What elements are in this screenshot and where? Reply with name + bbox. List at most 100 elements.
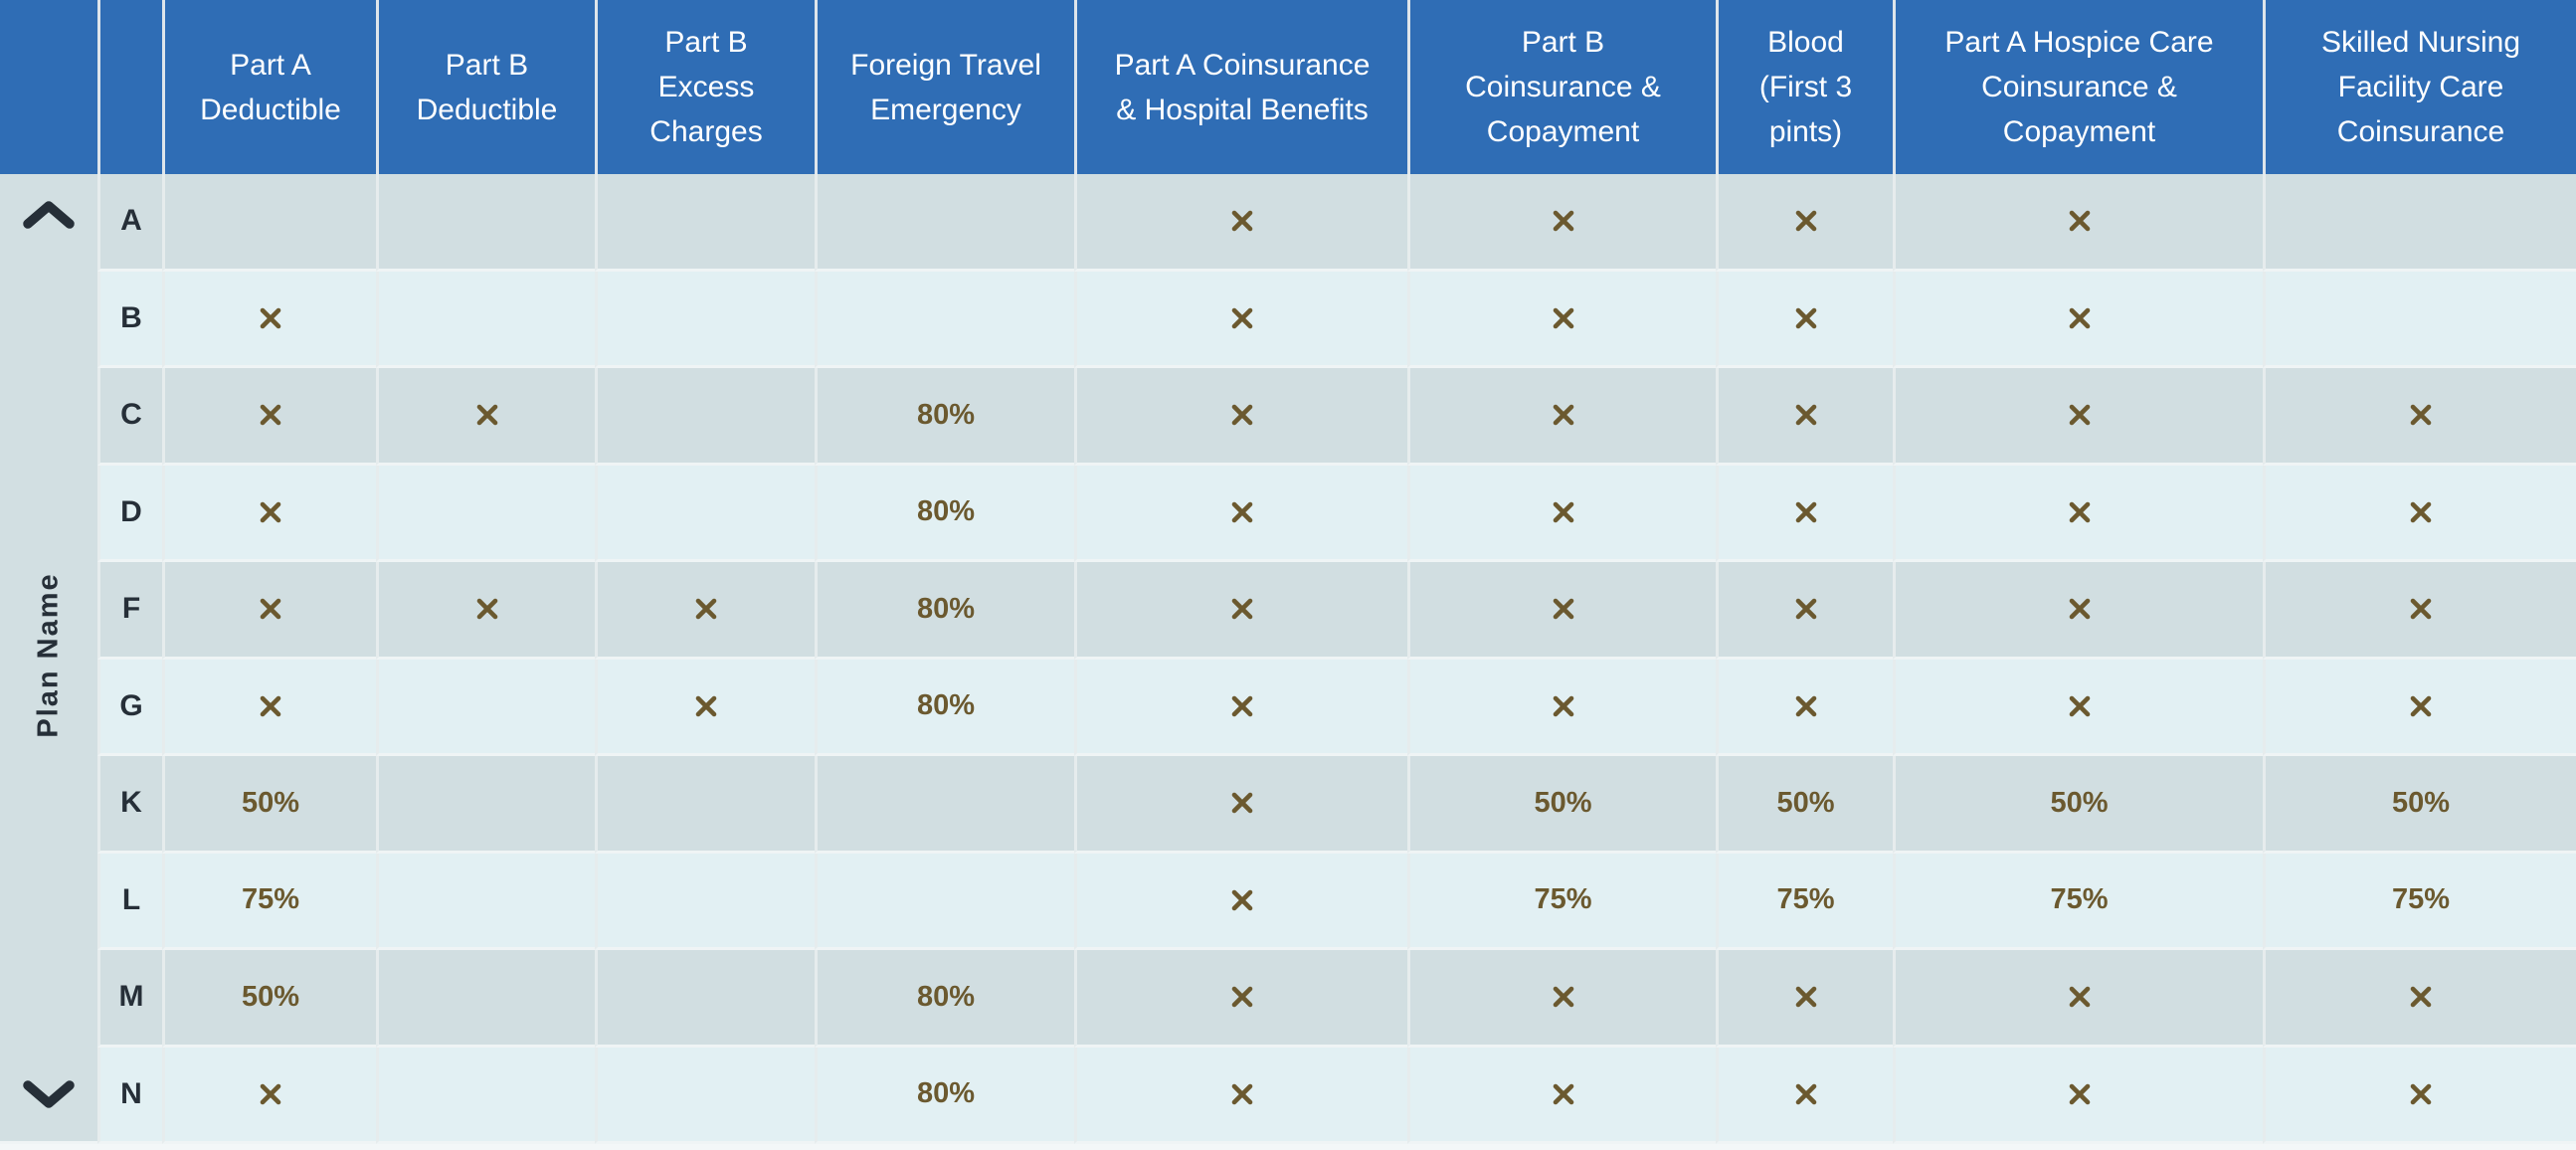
- benefit-cell: [595, 659, 815, 756]
- scroll-up-button[interactable]: [20, 194, 78, 236]
- benefit-cell: [2263, 465, 2576, 562]
- column-header: Skilled Nursing Facility Care Coinsuranc…: [2263, 0, 2576, 174]
- percentage-value: 80%: [916, 689, 976, 722]
- x-mark-icon: [1231, 695, 1253, 717]
- benefit-cell: [1407, 659, 1716, 756]
- benefit-cell: [162, 1047, 376, 1144]
- plan-name-rail: Plan Name: [0, 174, 97, 1144]
- benefit-cell: [1074, 368, 1407, 466]
- x-mark-icon: [2069, 695, 2090, 717]
- benefit-cell: [376, 853, 595, 950]
- benefit-cell: [595, 562, 815, 660]
- plan-letter: A: [120, 204, 142, 238]
- benefit-cell: [1074, 853, 1407, 950]
- benefit-cell: [162, 271, 376, 368]
- plan-letter: M: [118, 980, 144, 1014]
- benefit-cell: [595, 756, 815, 854]
- benefit-cell: [2263, 1047, 2576, 1144]
- benefit-cell: [376, 465, 595, 562]
- x-mark-icon: [1553, 404, 1573, 426]
- benefit-cell: 80%: [815, 950, 1074, 1048]
- x-mark-icon: [1553, 1083, 1573, 1105]
- x-mark-icon: [1231, 792, 1253, 814]
- benefit-cell: 75%: [1716, 853, 1893, 950]
- benefit-cell: [1716, 659, 1893, 756]
- benefit-cell: [1074, 465, 1407, 562]
- percentage-value: 75%: [1776, 883, 1835, 916]
- benefit-cell: 75%: [1407, 853, 1716, 950]
- x-mark-icon: [2069, 598, 2090, 620]
- benefit-cell: [162, 174, 376, 272]
- benefit-cell: [2263, 950, 2576, 1048]
- benefit-cell: [1716, 950, 1893, 1048]
- benefit-cell: [595, 465, 815, 562]
- benefit-cell: [1893, 659, 2263, 756]
- column-header: Part B Excess Charges: [595, 0, 815, 174]
- x-mark-icon: [1553, 210, 1573, 232]
- benefit-cell: [376, 368, 595, 466]
- benefit-cell: [2263, 562, 2576, 660]
- plan-label: B: [97, 271, 162, 368]
- x-mark-icon: [2069, 404, 2090, 426]
- plan-label: G: [97, 659, 162, 756]
- plan-label: F: [97, 562, 162, 660]
- plan-label: A: [97, 174, 162, 272]
- x-mark-icon: [1231, 986, 1253, 1008]
- column-header: Part A Deductible: [162, 0, 376, 174]
- benefit-cell: [376, 1047, 595, 1144]
- table-bottom-edge: [0, 1144, 2576, 1150]
- x-mark-icon: [260, 501, 281, 523]
- x-mark-icon: [2069, 501, 2090, 523]
- x-mark-icon: [1795, 404, 1816, 426]
- benefit-cell: 50%: [162, 950, 376, 1048]
- benefit-cell: [1893, 271, 2263, 368]
- benefit-cell: 50%: [162, 756, 376, 854]
- x-mark-icon: [1231, 404, 1253, 426]
- benefit-cell: 75%: [162, 853, 376, 950]
- benefit-cell: [376, 659, 595, 756]
- percentage-value: 75%: [241, 883, 300, 916]
- benefit-cell: [595, 368, 815, 466]
- plan-letter: D: [120, 494, 142, 528]
- x-mark-icon: [1231, 889, 1253, 911]
- plan-letter: F: [121, 592, 141, 626]
- percentage-value: 50%: [241, 980, 300, 1013]
- plan-name-label: Plan Name: [32, 571, 65, 738]
- x-mark-icon: [2069, 307, 2090, 329]
- benefit-cell: [1407, 465, 1716, 562]
- benefit-cell: [1074, 271, 1407, 368]
- x-mark-icon: [1231, 307, 1253, 329]
- benefit-cell: [1893, 465, 2263, 562]
- benefit-cell: [1716, 368, 1893, 466]
- plan-letter: L: [121, 882, 141, 916]
- plan-label: M: [97, 950, 162, 1048]
- benefit-cell: [162, 465, 376, 562]
- x-mark-icon: [1231, 210, 1253, 232]
- header-corner-cell: [97, 0, 162, 174]
- benefit-cell: 75%: [1893, 853, 2263, 950]
- percentage-value: 50%: [1776, 786, 1835, 819]
- column-header: Blood (First 3 pints): [1716, 0, 1893, 174]
- benefit-cell: [1716, 1047, 1893, 1144]
- percentage-value: 75%: [2050, 883, 2109, 916]
- x-mark-icon: [1795, 695, 1816, 717]
- benefit-cell: 50%: [2263, 756, 2576, 854]
- scroll-down-button[interactable]: [20, 1073, 78, 1115]
- chevron-up-icon: [23, 201, 75, 229]
- x-mark-icon: [1795, 1083, 1816, 1105]
- x-mark-icon: [1231, 598, 1253, 620]
- benefit-cell: [1407, 174, 1716, 272]
- plan-label: D: [97, 465, 162, 562]
- x-mark-icon: [2410, 986, 2432, 1008]
- benefit-cell: 50%: [1893, 756, 2263, 854]
- percentage-value: 80%: [916, 980, 976, 1013]
- chevron-down-icon: [23, 1080, 75, 1108]
- benefit-cell: [595, 174, 815, 272]
- plan-label: K: [97, 756, 162, 854]
- benefit-cell: 80%: [815, 368, 1074, 466]
- benefit-cell: 75%: [2263, 853, 2576, 950]
- benefit-cell: [595, 271, 815, 368]
- x-mark-icon: [2069, 210, 2090, 232]
- x-mark-icon: [1553, 986, 1573, 1008]
